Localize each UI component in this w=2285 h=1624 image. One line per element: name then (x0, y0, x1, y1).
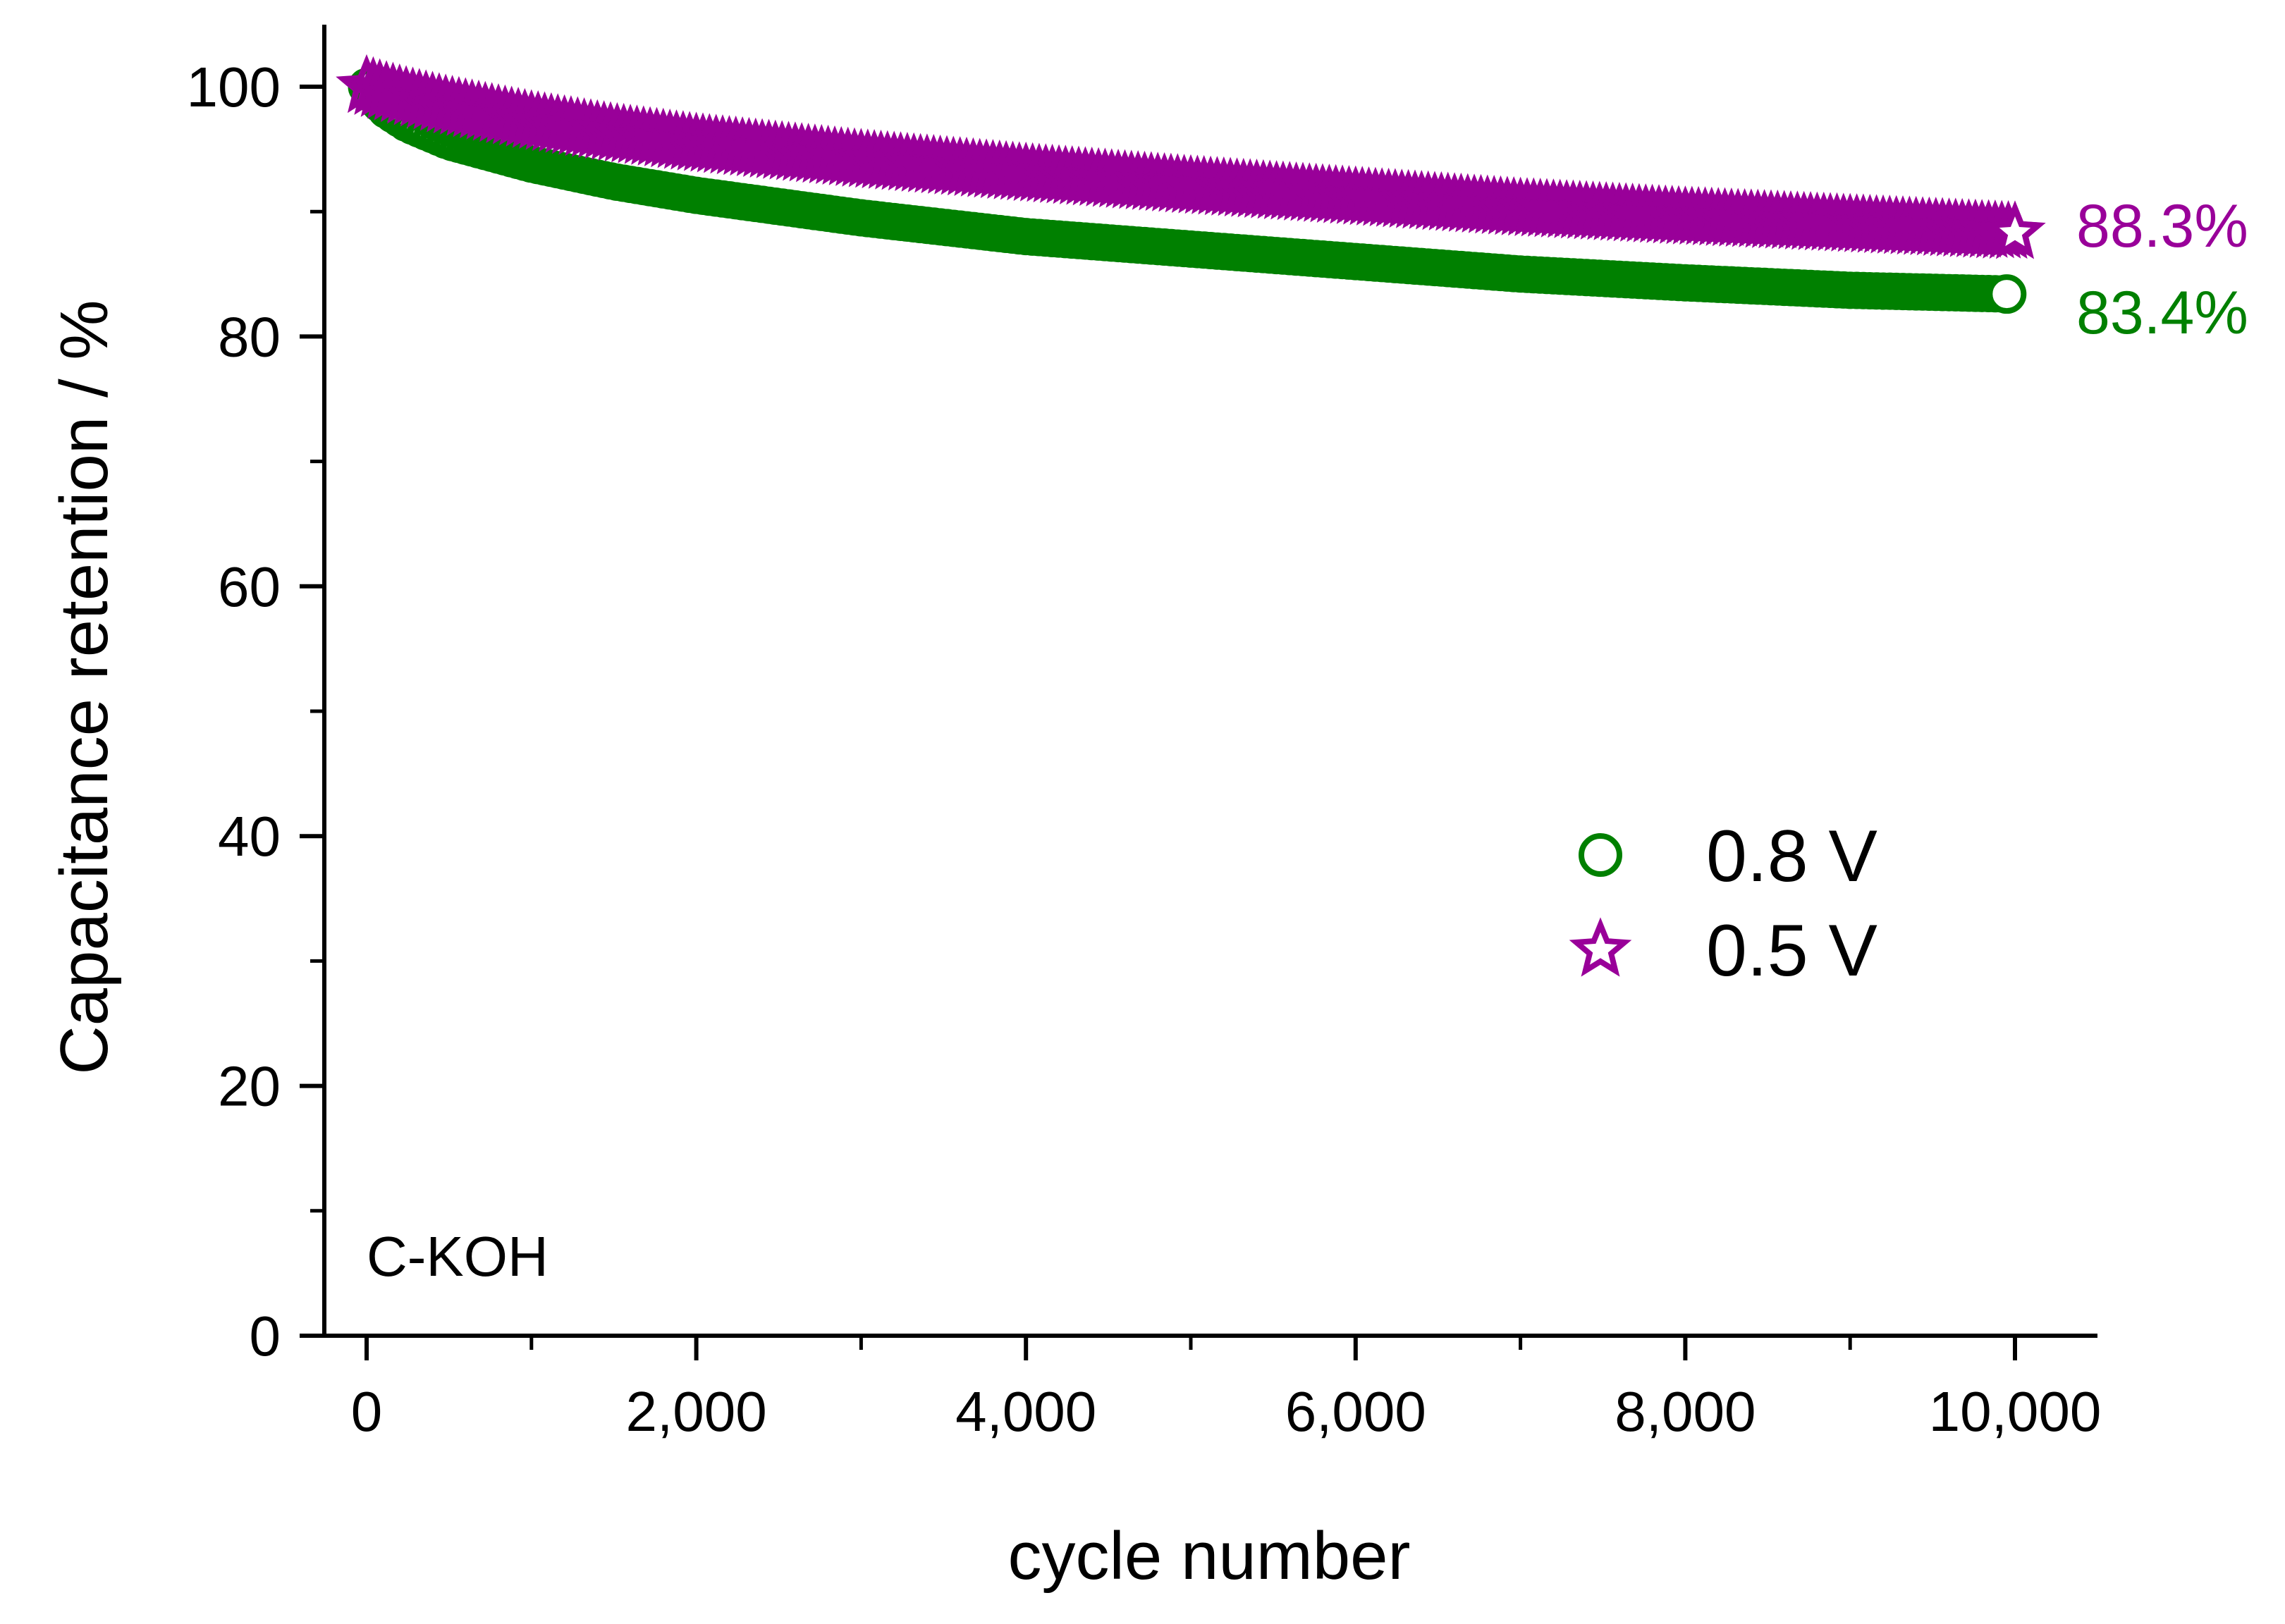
legend-label-0.5v: 0.5 V (1706, 910, 1877, 992)
end-label-0.8v: 83.4% (2076, 279, 2248, 347)
data-series-layer (336, 54, 2046, 314)
y-tick-label: 100 (187, 56, 281, 118)
y-axis-title: Capacitance retention / % (47, 300, 122, 1074)
data-point-end (1987, 274, 2027, 314)
x-tick-label: 0 (351, 1380, 383, 1443)
y-tick-label: 60 (218, 555, 281, 618)
x-tick-label: 8,000 (1615, 1380, 1756, 1443)
sample-label: C-KOH (367, 1225, 549, 1288)
y-tick-label: 20 (218, 1055, 281, 1118)
x-axis-title: cycle number (1008, 1518, 1411, 1594)
legend-star-marker (1569, 917, 1632, 977)
series-0.5v (336, 54, 2046, 259)
x-tick-label: 10,000 (1929, 1380, 2102, 1443)
axes (300, 25, 2097, 1338)
data-point-end (1985, 201, 2045, 259)
legend-label-0.8v: 0.8 V (1706, 816, 1877, 897)
x-tick-label: 2,000 (625, 1380, 766, 1443)
end-label-0.5v: 88.3% (2076, 192, 2248, 260)
y-tick-label: 80 (218, 305, 281, 368)
y-tick-label: 0 (250, 1305, 281, 1367)
x-tick-label: 4,000 (955, 1380, 1096, 1443)
legend-circle-marker (1579, 833, 1622, 877)
legend: 0.8 V 0.5 V (1569, 816, 1877, 992)
y-tick-label: 40 (218, 805, 281, 868)
tick-layer: 0 20 40 60 80 100 0 2,000 4,000 6,000 8,000 10,000 (187, 56, 2102, 1443)
x-tick-label: 6,000 (1285, 1380, 1426, 1443)
